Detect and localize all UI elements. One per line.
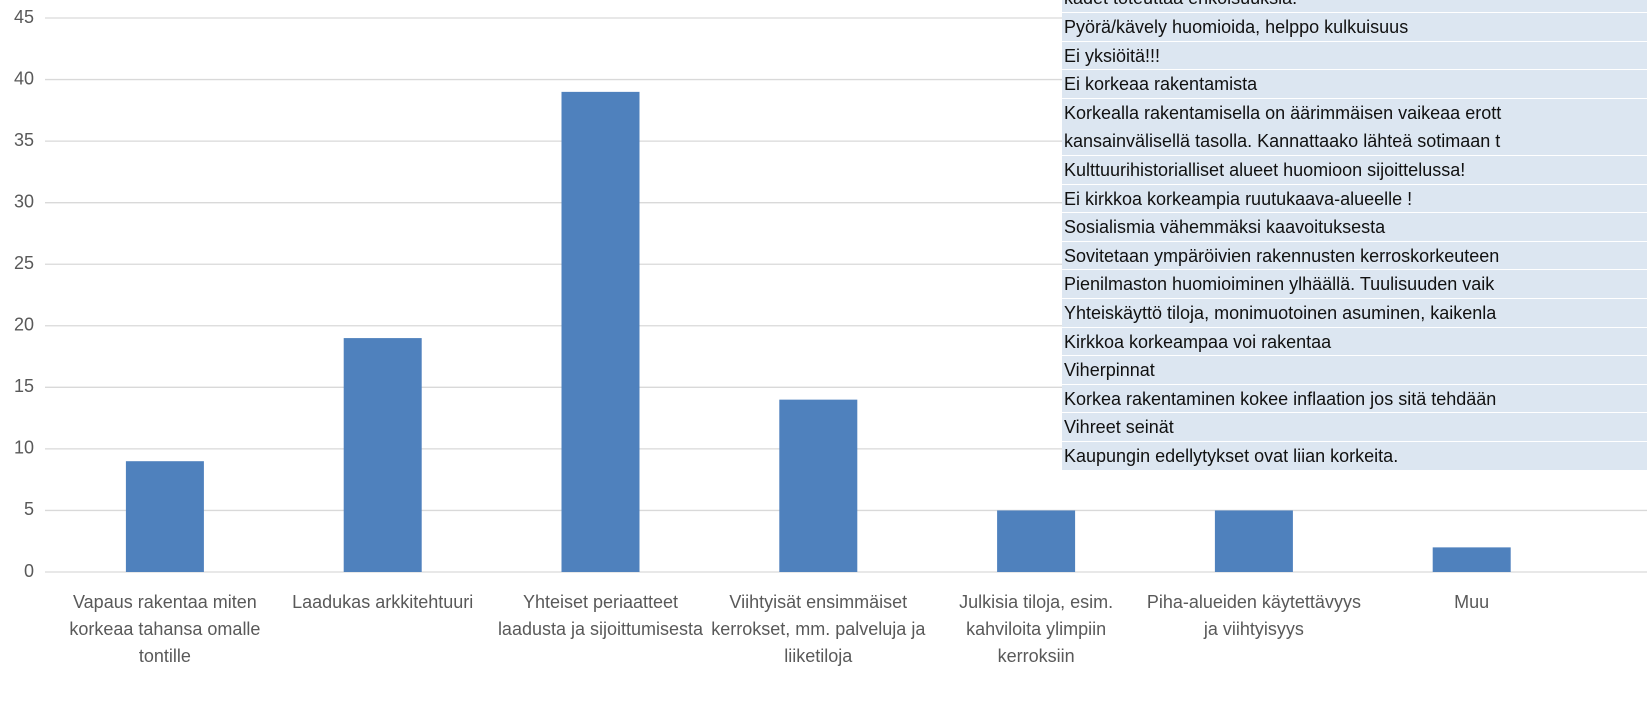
table-cell-text: Ei yksiöitä!!! (1064, 45, 1161, 66)
x-tick-label: Vapaus rakentaa miten korkeaa tahansa om… (69, 592, 261, 666)
table-row: Kulttuurihistorialliset alueet huomioon … (1062, 155, 1647, 185)
table-row: Korkea rakentaminen kokee inflaation jos… (1062, 384, 1647, 414)
y-tick-label: 45 (14, 7, 34, 27)
table-row: kadet toteuttaa erikoisuuksia. (1062, 0, 1647, 13)
table-row: Sovitetaan ympäröivien rakennusten kerro… (1062, 241, 1647, 271)
table-row: Ei korkeaa rakentamista (1062, 70, 1647, 99)
table-row: Ei kirkkoa korkeampia ruutukaava-alueell… (1062, 184, 1647, 214)
table-cell-text: Ei korkeaa rakentamista (1064, 74, 1258, 95)
table-row: Pienilmaston huomioiminen ylhäällä. Tuul… (1062, 270, 1647, 299)
table-cell-text: Ei kirkkoa korkeampia ruutukaava-alueell… (1064, 188, 1413, 209)
table-row: Kirkkoa korkeampaa voi rakentaa (1062, 327, 1647, 357)
table-cell-text: Kirkkoa korkeampaa voi rakentaa (1064, 331, 1332, 352)
bar (1214, 510, 1293, 572)
table-cell-text: Sovitetaan ympäröivien rakennusten kerro… (1064, 245, 1500, 266)
comment-table: kadet toteuttaa erikoisuuksia. Pyörä/käve… (1062, 0, 1647, 471)
y-tick-label: 30 (14, 191, 34, 211)
y-tick-label: 35 (14, 130, 34, 150)
table-cell-text: Kaupungin edellytykset ovat liian korkei… (1064, 445, 1399, 466)
x-tick-label: Yhteiset periaatteet laadusta ja sijoitt… (497, 592, 704, 639)
bar (125, 461, 204, 572)
table-row: Kaupungin edellytykset ovat liian korkei… (1062, 441, 1647, 471)
table-cell-text: Yhteiskäyttö tiloja, monimuotoinen asumi… (1064, 302, 1497, 323)
bar (997, 510, 1076, 572)
table-row: Sosialismia vähemmäksi kaavoituksesta (1062, 213, 1647, 242)
table-cell-text: kansainvälisellä tasolla. Kannattaako lä… (1064, 131, 1501, 152)
bar (561, 91, 640, 572)
x-tick-label: Muu (1454, 592, 1490, 612)
table-cell-text: Vihreet seinät (1064, 417, 1174, 438)
table-row: Pyörä/kävely huomioida, helppo kulkuisuu… (1062, 13, 1647, 42)
table-cell-text: Viherpinnat (1064, 360, 1155, 381)
x-tick-label: Piha-alueiden käytettävyys ja viihtyisyy… (1146, 592, 1361, 639)
y-tick-label: 10 (14, 438, 34, 458)
y-tick-label: 40 (14, 68, 34, 88)
table-row: Yhteiskäyttö tiloja, monimuotoinen asumi… (1062, 298, 1647, 328)
y-tick-label: 25 (14, 253, 34, 273)
table-cell-text: Sosialismia vähemmäksi kaavoituksesta (1064, 217, 1386, 238)
y-tick-label: 5 (24, 499, 34, 519)
bar (779, 399, 858, 572)
table-row: Vihreet seinät (1062, 413, 1647, 442)
x-tick-label: Julkisia tiloja, esim. kahviloita ylimpi… (959, 592, 1114, 666)
table-cell-text: Pyörä/kävely huomioida, helppo kulkuisuu… (1064, 17, 1409, 37)
table-cell-text: kadet toteuttaa erikoisuuksia. (1062, 0, 1647, 13)
table-cell-text: Kulttuurihistorialliset alueet huomioon … (1064, 159, 1466, 180)
table-cell-text: Korkea rakentaminen kokee inflaation jos… (1064, 388, 1497, 409)
table-row: Viherpinnat (1062, 356, 1647, 385)
table-cell-text: Korkealla rakentamisella on äärimmäisen … (1064, 102, 1502, 123)
table-row: Korkealla rakentamisella on äärimmäisen … (1062, 98, 1647, 156)
x-tick-label: Viihtyisät ensimmäiset kerrokset, mm. pa… (711, 592, 926, 666)
y-tick-label: 15 (14, 376, 34, 396)
x-tick-label: Laadukas arkkitehtuuri (292, 592, 474, 612)
y-tick-label: 20 (14, 315, 34, 335)
bar (1432, 547, 1511, 572)
table-row: Ei yksiöitä!!! (1062, 41, 1647, 71)
table-cell-text: Pienilmaston huomioiminen ylhäällä. Tuul… (1064, 274, 1495, 295)
y-tick-label: 0 (24, 561, 34, 581)
bar (343, 338, 422, 572)
